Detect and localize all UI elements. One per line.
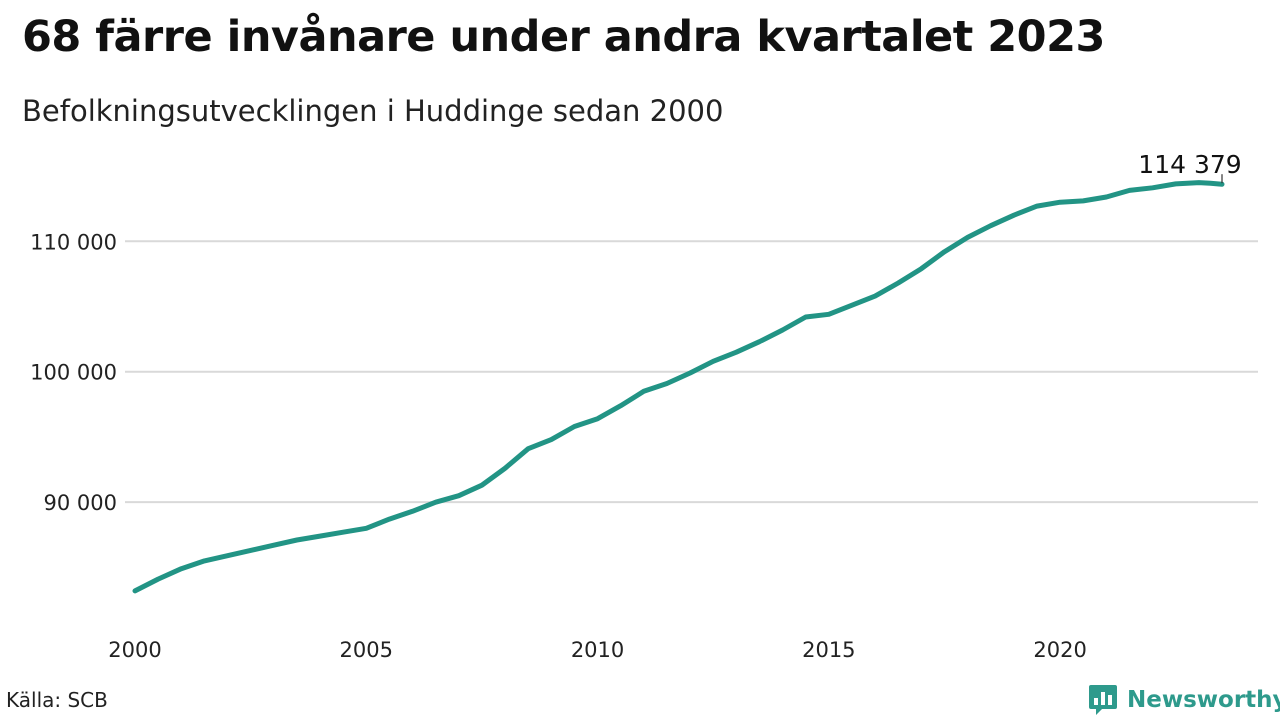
chart-title: 68 färre invånare under andra kvartalet … [22, 12, 1105, 62]
brand-name: Newsworthy [1127, 687, 1280, 713]
y-tick-label: 110 000 [30, 230, 117, 254]
newsworthy-logo-icon [1089, 685, 1117, 715]
x-tick-label: 2015 [802, 638, 855, 662]
x-tick-label: 2020 [1033, 638, 1086, 662]
x-tick-label: 2000 [108, 638, 161, 662]
y-tick-label: 90 000 [44, 491, 117, 515]
chart-subtitle: Befolkningsutvecklingen i Huddinge sedan… [22, 94, 724, 128]
y-tick-label: 100 000 [30, 361, 117, 385]
end-value-label: 114 379 [1138, 150, 1241, 179]
line-chart: 90 000 100 000 110 000 2000 2005 2010 2015 202… [30, 150, 1258, 662]
x-tick-label: 2010 [571, 638, 624, 662]
brand-logo[interactable]: Newsworthy [1088, 683, 1280, 717]
y-axis-tick-labels: 90 000 100 000 110 000 [30, 230, 117, 515]
population-series-line [132, 180, 1225, 594]
source-note: Källa: SCB [6, 688, 108, 712]
x-axis-tick-labels: 2000 2005 2010 2015 2020 [108, 638, 1087, 662]
x-tick-label: 2005 [340, 638, 393, 662]
